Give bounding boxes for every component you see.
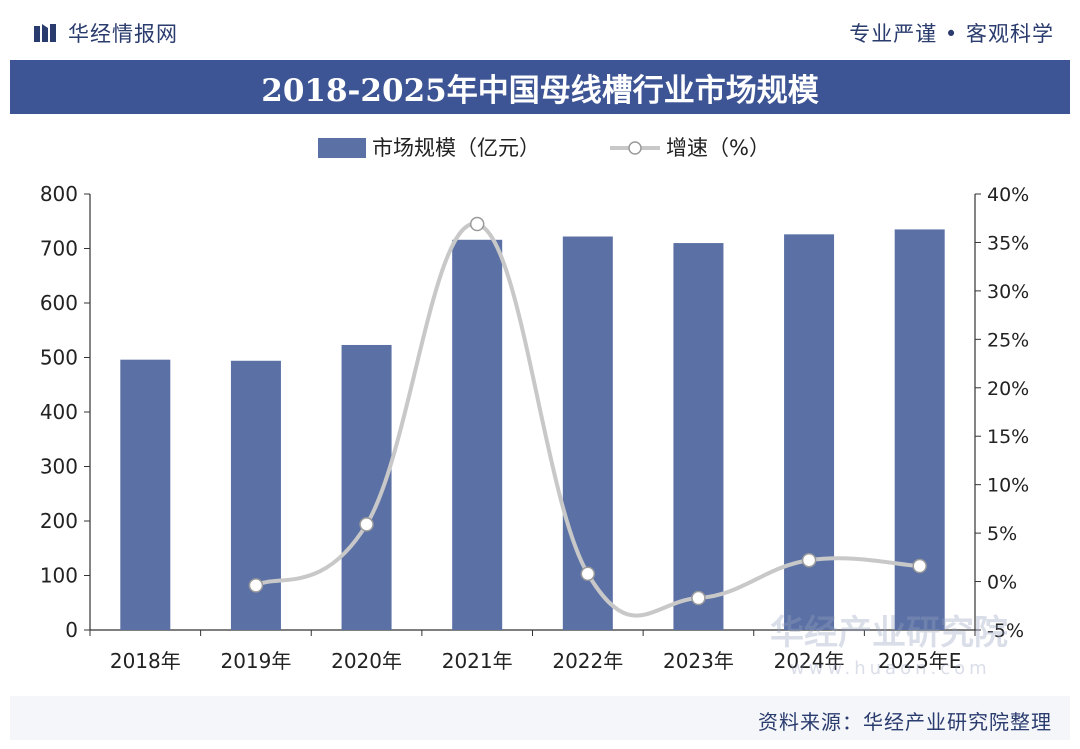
y-right-tick-label: 40% [987,184,1029,206]
title-bar: 2018-2025年中国母线槽行业市场规模 [10,60,1070,114]
x-tick-label: 2019年 [220,649,291,673]
x-tick-label: 2024年 [774,649,845,673]
y-right-tick-label: 30% [987,281,1029,303]
y-right-tick-label: 0% [987,572,1017,594]
growth-rate-point [912,558,927,574]
x-tick-label: 2023年 [663,649,734,673]
growth-rate-point [469,216,485,232]
y-left-tick-label: 500 [40,346,78,370]
watermark-url: www.huaon.com [790,658,991,679]
chart-title: 2018-2025年中国母线槽行业市场规模 [261,72,819,109]
y-left-tick-label: 300 [40,455,78,479]
y-left-tick-label: 100 [40,564,78,588]
legend-bar-swatch [318,138,366,158]
y-right-tick-label: 25% [987,329,1029,351]
y-right-tick-label: 10% [987,475,1029,497]
y-left-tick-label: 400 [40,400,78,424]
y-right-tick-label: -5% [987,620,1024,642]
bar-market-size [784,234,835,630]
slogan: 专业严谨 • 客观科学 [849,22,1054,46]
growth-rate-point [801,552,817,568]
growth-rate-point [248,578,264,593]
growth-rate-point [580,566,596,582]
x-tick-label: 2018年 [110,649,181,673]
bar-market-size [120,359,171,630]
growth-rate-line [254,222,920,618]
x-tick-label: 2025年E [878,649,962,673]
legend-line-marker [628,141,642,155]
growth-rate-point [359,517,374,532]
x-tick-label: 2020年 [331,649,402,673]
x-tick-label: 2021年 [442,649,513,673]
x-tick-label: 2022年 [552,649,623,673]
y-right-tick-label: 5% [987,523,1017,545]
y-right-tick-label: 35% [987,232,1029,254]
y-right-tick-label: 15% [987,426,1029,448]
header: 华经情报网 专业严谨 • 客观科学 [0,0,1080,60]
legend-line-label: 增速（%） [666,136,770,160]
chart-area: 市场规模（亿元） 增速（%） 0 100 200 300 400 500 600 700 800 -5… [10,114,1070,696]
source-note: 资料来源：华经产业研究院整理 [758,710,1052,734]
y-left-tick-label: 200 [40,509,78,533]
growth-rate-point [691,590,706,606]
y-left-tick-label: 800 [40,182,78,206]
bar-market-size [562,236,613,630]
bar-market-size [452,239,503,630]
y-right-tick-label: 20% [987,378,1029,400]
legend-bar-label: 市场规模（亿元） [372,136,540,160]
y-left-tick-label: 0 [65,618,78,642]
bar-market-size [673,243,724,631]
y-left-tick-label: 600 [40,291,78,315]
y-left-tick-label: 700 [40,237,78,261]
chart-svg: 市场规模（亿元） 增速（%） 0 100 200 300 400 500 600 700 800 -5… [40,136,1029,679]
brand-name: 华经情报网 [68,22,178,46]
brand-logo-icon [34,24,56,42]
watermark-text: 华经产业研究院 [770,613,1008,653]
footer: 资料来源：华经产业研究院整理 [10,696,1070,740]
